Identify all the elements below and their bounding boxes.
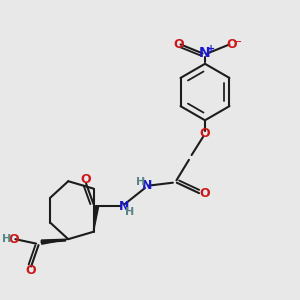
Text: O: O <box>226 38 237 51</box>
Polygon shape <box>41 239 68 244</box>
Text: O: O <box>26 264 36 277</box>
Text: −: − <box>233 37 242 47</box>
Text: N: N <box>142 179 152 192</box>
Text: +: + <box>208 44 216 54</box>
Polygon shape <box>94 206 99 232</box>
Text: O: O <box>81 173 92 186</box>
Text: O: O <box>8 233 19 246</box>
Text: H: H <box>125 207 134 217</box>
Text: O: O <box>199 187 210 200</box>
Text: O: O <box>200 127 210 140</box>
Text: O: O <box>173 38 184 51</box>
Text: H: H <box>136 177 146 187</box>
Text: N: N <box>119 200 130 213</box>
Text: N: N <box>199 46 211 60</box>
Text: H: H <box>2 234 11 244</box>
